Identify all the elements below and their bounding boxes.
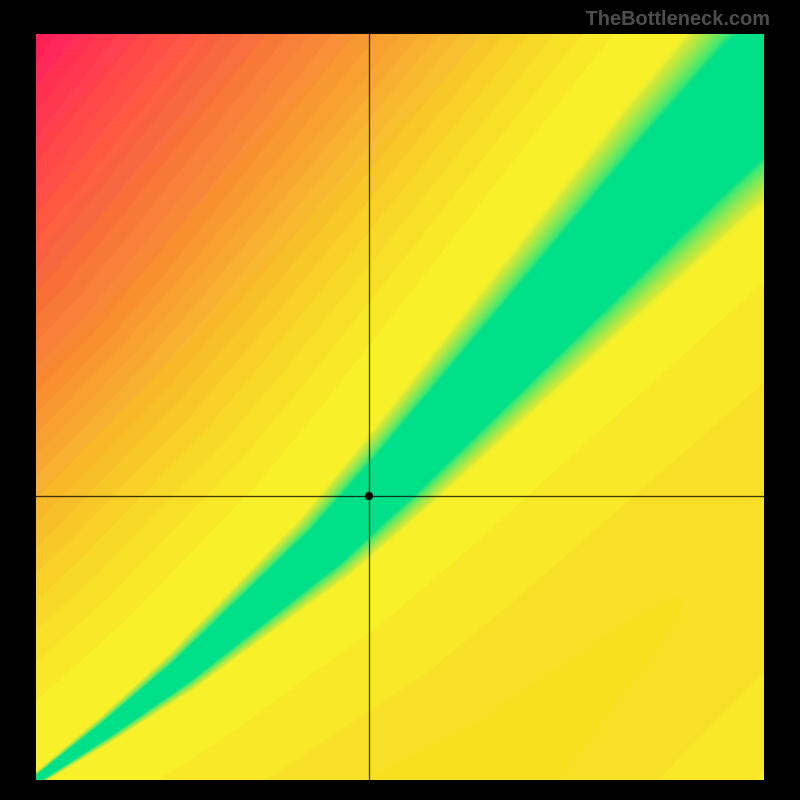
- heatmap-plot: [36, 34, 764, 780]
- chart-container: TheBottleneck.com: [0, 0, 800, 800]
- heatmap-canvas: [36, 34, 764, 780]
- watermark-text: TheBottleneck.com: [586, 8, 770, 31]
